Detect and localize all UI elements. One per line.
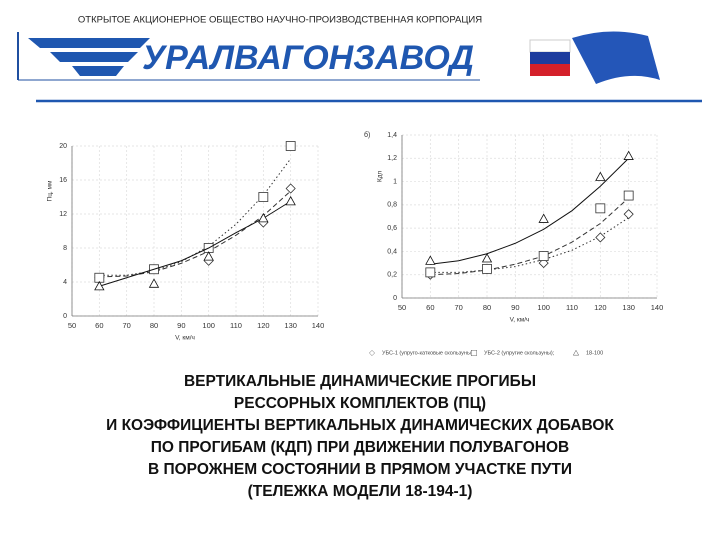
trend-line [430, 217, 629, 273]
x-tick-label: 120 [594, 303, 607, 312]
x-tick-label: 120 [257, 321, 270, 330]
y-tick-label: 0,2 [387, 272, 397, 279]
marker [94, 280, 105, 291]
marker [285, 141, 296, 151]
x-tick-label: 110 [566, 303, 578, 312]
y-tick-label: 0,4 [387, 248, 397, 255]
x-tick-label: 70 [122, 321, 130, 330]
caption-line: ВЕРТИКАЛЬНЫЕ ДИНАМИЧЕСКИЕ ПРОГИБЫ [183, 373, 536, 390]
y-tick-label: 1,2 [387, 155, 397, 162]
marker [148, 278, 160, 288]
x-tick-label: 50 [68, 321, 76, 330]
marker [425, 255, 436, 265]
marker [623, 209, 634, 220]
marker [623, 150, 634, 160]
marker [482, 263, 492, 274]
x-tick-label: 110 [230, 321, 242, 330]
legend-label: УБС-1 (упруго-катковые скользуны); [382, 350, 475, 356]
legend-label: УБС-2 (упругие скользуны); [484, 350, 555, 356]
marker [94, 272, 105, 283]
logo-wings [28, 38, 150, 76]
marker [285, 183, 296, 194]
caption-line: И КОЭФФИЦИЕНТЫ ВЕРТИКАЛЬНЫХ ДИНАМИЧЕСКИХ… [106, 417, 614, 434]
marker [538, 213, 549, 223]
marker [572, 349, 580, 356]
x-tick-label: 60 [95, 321, 103, 330]
y-tick-label: 16 [59, 177, 67, 184]
x-tick-label: 80 [150, 321, 158, 330]
marker [481, 253, 493, 263]
y-tick-label: 1,4 [387, 132, 397, 139]
x-tick-label: 100 [202, 321, 215, 330]
x-tick-label: 140 [312, 321, 325, 330]
caption-line: РЕССОРНЫХ КОМПЛЕКТОВ (ПЦ) [233, 395, 487, 412]
marker [538, 258, 549, 269]
y-tick-label: 0,8 [387, 202, 397, 209]
y-tick-label: 1 [393, 178, 397, 185]
x-tick-label: 70 [454, 303, 462, 312]
x-axis-label: V, км/ч [510, 317, 530, 324]
marker [258, 192, 269, 202]
flags [529, 31, 660, 84]
marker [538, 251, 549, 261]
marker [471, 350, 477, 356]
charts: 0 4 8 12 16 20 50 60 70 80 90 100 110 120 130 140 V, км/… [47, 131, 664, 357]
legend-label: 18-100 [586, 350, 603, 356]
y-tick-label: 0 [393, 295, 397, 302]
marker [369, 350, 375, 356]
marker [623, 190, 634, 201]
x-tick-label: 60 [426, 303, 434, 312]
x-tick-label: 50 [398, 303, 406, 312]
y-tick-label: 4 [63, 279, 67, 286]
trend-line [430, 157, 630, 265]
logo-text: УРАЛВАГОНЗАВОД [142, 39, 474, 77]
marker [203, 251, 214, 261]
x-axis-label: V, км/ч [175, 335, 195, 342]
marker [425, 267, 436, 278]
y-tick-label: 12 [59, 211, 67, 218]
caption-line: ПО ПРОГИБАМ (КДП) ПРИ ДВИЖЕНИИ ПОЛУВАГОН… [150, 439, 570, 456]
trend-line [99, 190, 292, 278]
marker [258, 212, 269, 223]
x-tick-label: 90 [177, 321, 185, 330]
y-axis-label: Пц, мм [47, 180, 54, 201]
x-tick-label: 100 [537, 303, 550, 312]
y-tick-label: 8 [63, 245, 67, 252]
x-tick-label: 130 [284, 321, 297, 330]
marker [595, 232, 606, 243]
y-tick-label: 0 [63, 313, 67, 320]
marker [595, 171, 606, 181]
caption-line: (ТЕЛЕЖКА МОДЕЛИ 18-194-1) [247, 483, 473, 500]
org-name: ОТКРЫТОЕ АКЦИОНЕРНОЕ ОБЩЕСТВО НАУЧНО-ПРО… [78, 15, 482, 26]
y-axis-label: Кдп [377, 170, 384, 182]
marker [285, 195, 296, 206]
y-tick-label: 20 [59, 143, 67, 150]
trend-line [430, 197, 630, 276]
y-tick-label: 0,6 [387, 225, 397, 232]
x-tick-label: 80 [483, 303, 491, 312]
x-tick-label: 140 [651, 303, 664, 312]
panel-label: б) [364, 131, 370, 139]
x-tick-label: 90 [511, 303, 519, 312]
x-tick-label: 130 [622, 303, 635, 312]
caption-line: В ПОРОЖНЕМ СОСТОЯНИИ В ПРЯМОМ УЧАСТКЕ ПУ… [147, 461, 572, 478]
trend-line [99, 200, 291, 287]
marker [595, 203, 606, 214]
